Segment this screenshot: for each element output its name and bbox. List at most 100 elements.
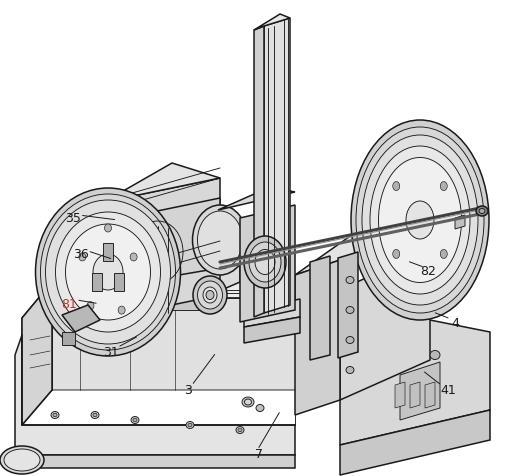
Polygon shape	[310, 256, 330, 360]
Ellipse shape	[356, 127, 484, 313]
Ellipse shape	[479, 208, 485, 214]
Polygon shape	[22, 282, 52, 425]
Ellipse shape	[105, 224, 112, 232]
Text: 3: 3	[184, 384, 192, 397]
Polygon shape	[22, 298, 52, 425]
Polygon shape	[395, 382, 405, 408]
Ellipse shape	[346, 367, 354, 374]
Text: 7: 7	[255, 448, 263, 461]
Polygon shape	[455, 215, 465, 229]
Ellipse shape	[93, 413, 97, 417]
Ellipse shape	[197, 211, 243, 269]
Ellipse shape	[51, 411, 59, 418]
Polygon shape	[114, 273, 124, 291]
Polygon shape	[400, 362, 440, 420]
Polygon shape	[254, 26, 264, 317]
Ellipse shape	[186, 422, 194, 428]
Ellipse shape	[206, 290, 214, 299]
Ellipse shape	[238, 428, 242, 432]
Ellipse shape	[118, 306, 125, 314]
Text: 41: 41	[440, 384, 456, 397]
Polygon shape	[240, 205, 295, 322]
Ellipse shape	[65, 224, 150, 320]
Polygon shape	[145, 260, 240, 295]
Ellipse shape	[0, 446, 44, 474]
Ellipse shape	[41, 194, 176, 350]
Polygon shape	[92, 273, 102, 291]
Ellipse shape	[430, 350, 440, 359]
Ellipse shape	[256, 405, 264, 411]
Polygon shape	[15, 455, 295, 468]
Ellipse shape	[236, 426, 244, 434]
Ellipse shape	[53, 413, 57, 417]
Polygon shape	[145, 295, 210, 310]
Ellipse shape	[379, 158, 461, 282]
Ellipse shape	[116, 301, 124, 307]
Polygon shape	[90, 163, 220, 210]
Polygon shape	[244, 317, 300, 343]
Text: 82: 82	[421, 265, 436, 278]
Ellipse shape	[393, 181, 400, 190]
Ellipse shape	[255, 249, 275, 275]
Ellipse shape	[244, 236, 286, 288]
Ellipse shape	[130, 253, 137, 261]
Ellipse shape	[346, 277, 354, 284]
Ellipse shape	[87, 302, 94, 310]
Ellipse shape	[351, 120, 489, 320]
Polygon shape	[218, 187, 295, 210]
Ellipse shape	[245, 399, 251, 405]
Polygon shape	[62, 332, 75, 345]
Ellipse shape	[4, 449, 40, 471]
Ellipse shape	[93, 254, 123, 290]
Polygon shape	[244, 299, 300, 327]
Polygon shape	[138, 178, 220, 312]
Ellipse shape	[197, 281, 222, 309]
Ellipse shape	[131, 416, 139, 424]
Ellipse shape	[193, 276, 227, 314]
Polygon shape	[340, 320, 490, 445]
Ellipse shape	[393, 249, 400, 258]
Ellipse shape	[66, 305, 74, 311]
Ellipse shape	[91, 411, 99, 418]
Polygon shape	[295, 260, 340, 415]
Ellipse shape	[476, 206, 488, 216]
Polygon shape	[410, 382, 420, 408]
Ellipse shape	[133, 418, 137, 422]
Polygon shape	[264, 18, 290, 313]
Polygon shape	[103, 243, 113, 261]
Polygon shape	[340, 248, 430, 400]
Ellipse shape	[406, 201, 434, 239]
Ellipse shape	[203, 287, 217, 303]
Ellipse shape	[440, 181, 447, 190]
Polygon shape	[52, 298, 370, 390]
Polygon shape	[90, 195, 138, 328]
Ellipse shape	[242, 397, 254, 407]
Polygon shape	[15, 335, 295, 455]
Ellipse shape	[370, 146, 470, 294]
Ellipse shape	[362, 135, 478, 305]
Polygon shape	[425, 382, 435, 408]
Ellipse shape	[440, 249, 447, 258]
Ellipse shape	[56, 212, 161, 332]
Ellipse shape	[193, 205, 248, 275]
Ellipse shape	[249, 242, 281, 282]
Ellipse shape	[188, 423, 192, 427]
Polygon shape	[254, 14, 290, 30]
Polygon shape	[62, 305, 100, 332]
Text: 81: 81	[62, 298, 77, 311]
Ellipse shape	[346, 307, 354, 314]
Polygon shape	[138, 198, 220, 282]
Text: 35: 35	[65, 212, 81, 226]
Ellipse shape	[157, 295, 163, 301]
Ellipse shape	[45, 200, 170, 344]
Text: 36: 36	[74, 248, 89, 261]
Ellipse shape	[346, 337, 354, 344]
Ellipse shape	[36, 188, 180, 356]
Polygon shape	[338, 252, 358, 358]
Text: 31: 31	[103, 346, 118, 359]
Polygon shape	[22, 282, 370, 335]
Text: 4: 4	[452, 317, 460, 330]
Polygon shape	[295, 215, 430, 275]
Polygon shape	[340, 410, 490, 475]
Ellipse shape	[79, 253, 86, 261]
